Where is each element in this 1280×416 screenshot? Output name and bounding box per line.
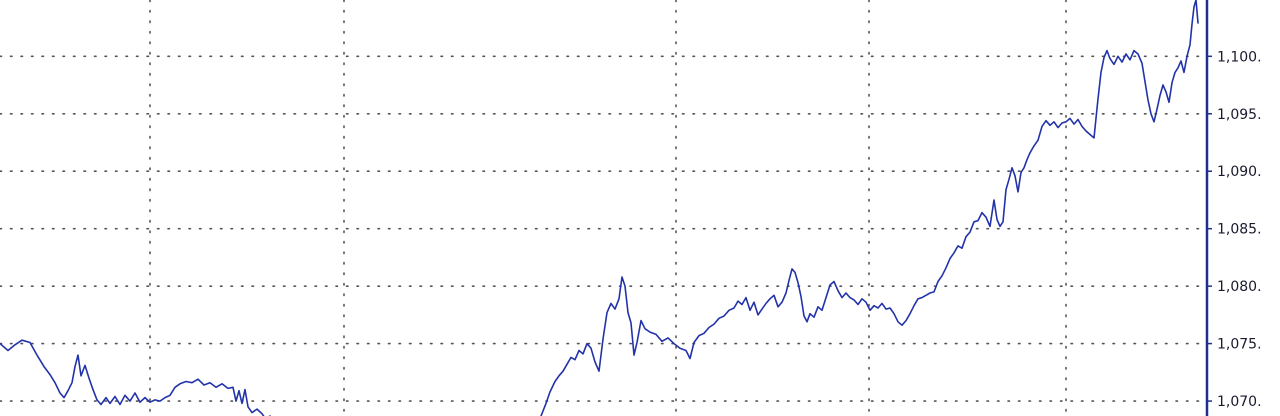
y-tick-layer: 1,100. 1,095. 1,090. 1,085. 1,080. 1,075. 1,07…	[1207, 49, 1262, 410]
series-line-segment	[540, 0, 1199, 416]
y-tick-label: 1,080.	[1217, 279, 1262, 295]
y-tick-label: 1,085.	[1217, 222, 1262, 238]
y-tick-label: 1,095.	[1217, 107, 1262, 123]
y-tick-label: 1,070.	[1217, 394, 1262, 410]
y-tick-label: 1,100.	[1217, 49, 1262, 65]
series-layer	[0, 0, 1199, 416]
y-tick-label: 1,075.	[1217, 337, 1262, 353]
series-line-segment	[0, 339, 271, 416]
y-tick-label: 1,090.	[1217, 164, 1262, 180]
grid-layer	[0, 0, 1208, 416]
